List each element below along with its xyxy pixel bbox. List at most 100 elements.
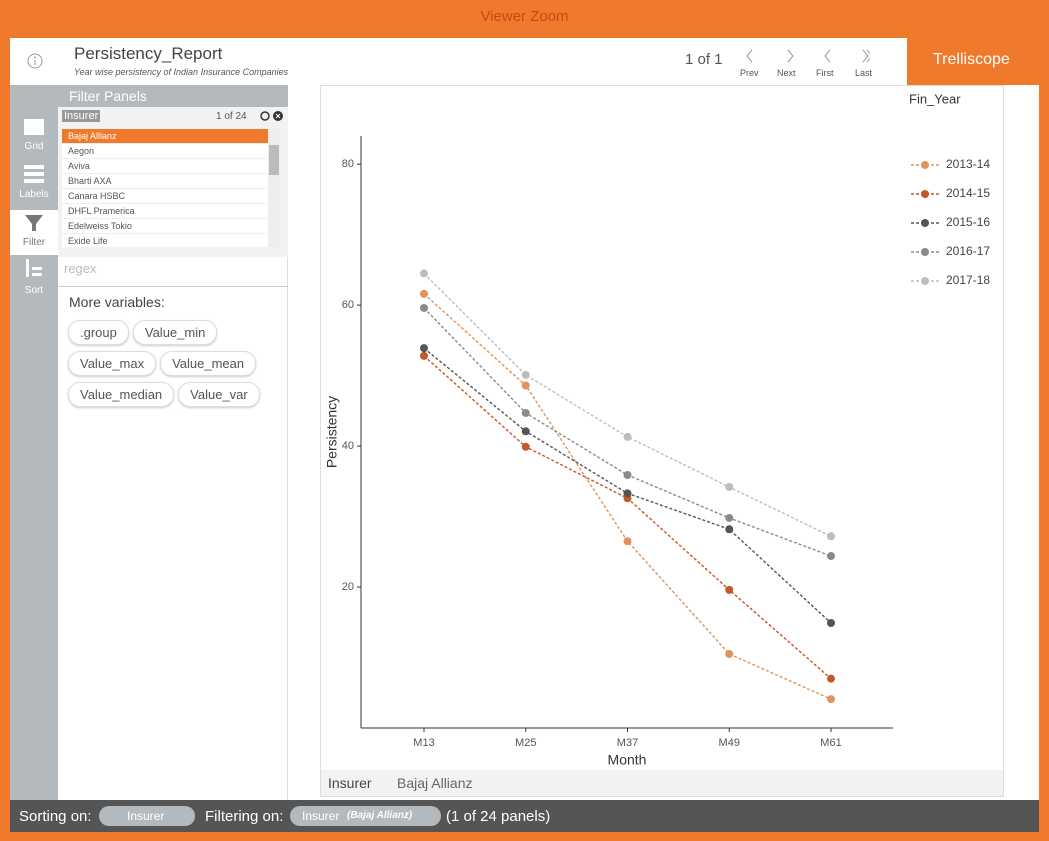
data-point [420,269,428,278]
filter-option[interactable]: DHFL Pramerica [62,204,268,219]
legend-marker [921,161,929,169]
y-axis-label: Persistency [324,396,340,468]
data-point [725,482,734,491]
filter-box: Insurer 1 of 24 Bajaj Allianz Aegon Aviva B… [58,107,288,257]
data-point [521,381,530,390]
data-point [623,489,632,498]
pager: 1 of 1 [685,51,723,68]
legend-label: 2017-18 [946,273,990,287]
scrollbar [268,129,280,247]
divider [58,286,288,287]
filter-chip[interactable]: Insurer (Bajaj Allianz) [290,806,441,826]
legend-label: 2014-15 [946,186,990,200]
data-point [420,289,428,298]
legend-label: 2015-16 [946,215,990,229]
sort-chip-text: Insurer [127,809,165,823]
legend-label: 2013-14 [946,157,990,171]
data-point [725,513,734,522]
x-tick-label: M49 [719,737,740,749]
filter-option[interactable]: Bharti AXA [62,174,268,189]
tab-icons [24,119,44,277]
x-tick-label: M25 [515,737,536,749]
panel-count: (1 of 24 panels) [446,808,551,825]
filter-option[interactable]: Aegon [62,144,268,159]
filter-option[interactable]: Canara HSBC [62,189,268,204]
variable-chip[interactable]: Value_min [132,320,218,345]
sort-chip[interactable]: Insurer [99,806,195,826]
data-point [827,674,835,683]
header: Persistency_Report Year wise persistency… [10,38,1039,85]
data-point [725,585,734,594]
report-title: Persistency_Report [74,44,223,63]
data-point [420,344,428,353]
data-point [521,370,530,379]
legend-label: 2016-17 [946,244,990,258]
report-subtitle: Year wise persistency of Indian Insuranc… [74,67,289,77]
y-tick-label: 60 [342,299,354,311]
tab-sort[interactable]: Sort [24,285,44,296]
main-area: 20 40 60 80 M13 M25 M37 M49 M61 Month Persistency F… [288,85,1039,800]
nav-next[interactable]: Next [777,68,796,78]
data-point [827,532,835,541]
data-point [521,408,530,417]
more-variables-label: More variables: [69,294,165,310]
info-icon[interactable] [26,52,44,70]
scroll-thumb[interactable] [269,145,279,175]
series-line [423,347,832,624]
data-point [521,442,530,451]
chart: 20 40 60 80 M13 M25 M37 M49 M61 Month Persistency F… [324,91,991,768]
legend-marker [921,248,929,256]
filter-option[interactable]: Edelweiss Tokio [62,219,268,234]
filter-option[interactable]: Aviva [62,159,268,174]
filter-chip-text: Insurer [302,809,340,823]
variable-chip[interactable]: Value_median [68,382,175,407]
legend-marker [921,190,929,198]
variable-chip[interactable]: Value_max [68,351,157,376]
tab-filter[interactable]: Filter [22,237,46,248]
y-tick-label: 80 [342,158,354,170]
filter-controls[interactable] [259,110,285,122]
panel: 20 40 60 80 M13 M25 M37 M49 M61 Month Persistency F… [320,85,1004,797]
x-axis-label: Month [608,752,647,768]
filter-option[interactable]: Exide Life [62,234,268,247]
x-tick-label: M37 [617,737,638,749]
footer: Sorting on: Insurer Filtering on: Insure… [10,800,1039,832]
data-point [725,650,734,658]
nav-prev[interactable]: Prev [740,68,759,78]
filter-panel: Filter Panels Insurer 1 of 24 Bajaj Alli… [58,85,288,800]
data-point [623,537,632,546]
data-point [420,351,428,360]
data-point [623,432,632,441]
brand-box: Trelliscope [907,38,1039,85]
panel-label: Insurer Bajaj Allianz [321,770,1003,796]
filter-chip-value: (Bajaj Allianz) [347,810,413,821]
data-point [725,525,734,534]
sidebar: Grid Labels Filter Sort [10,85,58,800]
filter-options: Bajaj Allianz Aegon Aviva Bharti AXA Canara … [62,129,268,247]
nav-first[interactable]: First [816,68,834,78]
tab-labels[interactable]: Labels [19,189,49,200]
panel-label-value: Bajaj Allianz [397,775,473,791]
brand: Trelliscope [933,51,1010,68]
data-point [521,427,530,436]
y-tick-label: 20 [342,581,354,593]
regex-input[interactable]: regex [64,261,97,276]
nav-icons [746,49,870,63]
series-line [423,307,832,557]
panel-label-name: Insurer [328,775,372,791]
data-point [420,303,428,312]
data-point [623,470,632,479]
tab-grid[interactable]: Grid [24,141,44,152]
legend-marker [921,277,929,285]
series-line [423,355,832,680]
filter-title-bar: Filter Panels [58,85,288,107]
variable-chip[interactable]: Value_var [178,382,260,407]
variable-chip[interactable]: Value_mean [160,351,257,376]
filter-variable: Insurer [62,110,101,122]
window-title: Viewer Zoom [480,8,569,25]
nav-last[interactable]: Last [855,68,873,78]
variable-chip[interactable]: .group [68,320,129,345]
filter-option[interactable]: Bajaj Allianz [62,129,268,144]
x-tick-label: M13 [413,737,434,749]
